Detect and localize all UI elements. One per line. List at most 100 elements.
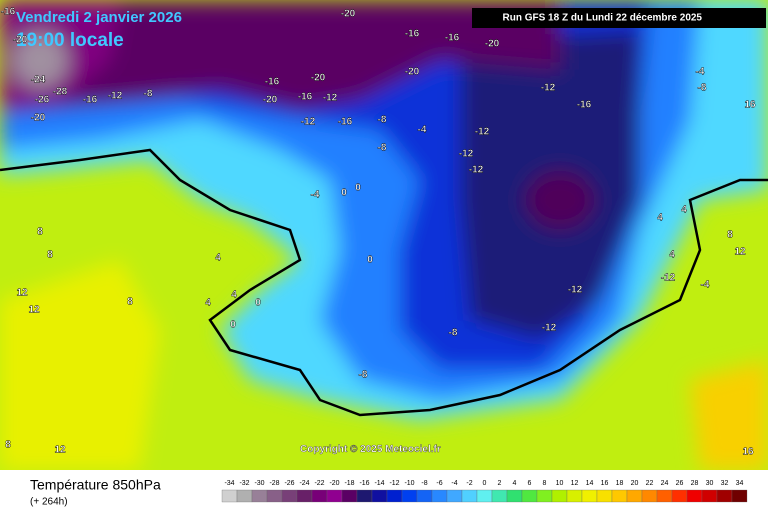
scale-label: 34 bbox=[736, 480, 744, 487]
scale-swatch bbox=[416, 489, 433, 503]
isotherm-label: -8 bbox=[378, 115, 387, 126]
isotherm-label: 12 bbox=[28, 305, 40, 316]
zero-isotherm bbox=[0, 148, 768, 417]
scale-swatch bbox=[386, 489, 403, 503]
isotherm-label: -8 bbox=[449, 328, 458, 339]
isotherm-label: -12 bbox=[568, 285, 583, 296]
scale-label: -18 bbox=[344, 480, 354, 487]
copyright: Copyright © 2025 Meteociel.fr bbox=[300, 444, 441, 455]
scale-swatch bbox=[506, 489, 523, 503]
scale-label: -14 bbox=[374, 480, 384, 487]
scale-swatch bbox=[716, 489, 733, 503]
scale-label: 30 bbox=[706, 480, 714, 487]
scale-swatch bbox=[596, 489, 613, 503]
isotherm-label: -20 bbox=[263, 95, 278, 106]
isotherm-label: -16 bbox=[338, 117, 353, 128]
isotherm-label: -8 bbox=[359, 370, 368, 381]
color-scale: -34 -32 -30 -28 -26 -24 -22 -20 -18 -16 -14 -12 -10-… bbox=[221, 480, 748, 503]
scale-swatch bbox=[431, 489, 448, 503]
isotherm-label: -4 bbox=[701, 280, 710, 291]
scale-label: -8 bbox=[421, 480, 427, 487]
isotherm-label: 8 bbox=[127, 297, 133, 308]
scale-label: 20 bbox=[631, 480, 639, 487]
isotherm-label: 12 bbox=[734, 247, 746, 258]
scale-label: -28 bbox=[269, 480, 279, 487]
isotherm-label: 0 bbox=[341, 188, 347, 199]
isotherm-label: 12 bbox=[54, 445, 66, 456]
isotherm-label: -16 bbox=[577, 100, 592, 111]
isotherm-label: 0 bbox=[355, 183, 361, 194]
scale-label: -24 bbox=[299, 480, 309, 487]
isotherm-label: -4 bbox=[418, 125, 427, 136]
isotherm-label: -24 bbox=[31, 75, 46, 86]
scale-label: 4 bbox=[513, 480, 517, 487]
scale-label: -26 bbox=[284, 480, 294, 487]
scale-label: 22 bbox=[646, 480, 654, 487]
scale-swatch bbox=[296, 489, 313, 503]
isotherm-label: 4 bbox=[657, 213, 663, 224]
isotherm-label: 0 bbox=[255, 298, 261, 309]
isotherm-label: -12 bbox=[475, 127, 490, 138]
lead-time: (+ 264h) bbox=[30, 497, 68, 508]
isotherm-label: -12 bbox=[469, 165, 484, 176]
isotherm-label: 8 bbox=[727, 230, 733, 241]
scale-label: -16 bbox=[359, 480, 369, 487]
isotherm-label: -12 bbox=[108, 91, 123, 102]
scale-swatch bbox=[521, 489, 538, 503]
map-field bbox=[0, 0, 768, 470]
isotherm-label: -20 bbox=[341, 9, 356, 20]
isotherm-label: 8 bbox=[5, 440, 11, 451]
scale-label: -32 bbox=[239, 480, 249, 487]
scale-swatch bbox=[461, 489, 478, 503]
isotherm-label: -12 bbox=[301, 117, 316, 128]
isotherm-label: 16 bbox=[744, 100, 756, 111]
scale-label: -22 bbox=[314, 480, 324, 487]
scale-label: 0 bbox=[483, 480, 487, 487]
scale-label: -6 bbox=[436, 480, 442, 487]
scale-swatch bbox=[236, 489, 253, 503]
scale-label: 26 bbox=[676, 480, 684, 487]
scale-label: 16 bbox=[601, 480, 609, 487]
scale-label: 14 bbox=[586, 480, 594, 487]
isotherm-label: -20 bbox=[405, 67, 420, 78]
scale-label: 6 bbox=[528, 480, 532, 487]
scale-swatch bbox=[641, 489, 658, 503]
isotherm-label: 4 bbox=[205, 298, 211, 309]
isotherm-label: -4 bbox=[696, 67, 705, 78]
isotherm-label: 4 bbox=[215, 253, 221, 264]
isotherm-label: -16 bbox=[445, 33, 460, 44]
scale-swatch bbox=[251, 489, 268, 503]
scale-label: -30 bbox=[254, 480, 264, 487]
isotherm-label: -12 bbox=[661, 273, 676, 284]
isotherm-label: -12 bbox=[323, 93, 338, 104]
scale-swatch bbox=[626, 489, 643, 503]
scale-swatch bbox=[551, 489, 568, 503]
scale-label: 24 bbox=[661, 480, 669, 487]
isotherm-label: 0 bbox=[230, 320, 236, 331]
scale-label: 18 bbox=[616, 480, 624, 487]
scale-swatch bbox=[731, 489, 748, 503]
scale-label: 2 bbox=[498, 480, 502, 487]
run-info: Run GFS 18 Z du Lundi 22 décembre 2025 bbox=[503, 13, 703, 24]
isotherm-label: -12 bbox=[542, 323, 557, 334]
scale-swatch bbox=[221, 489, 238, 503]
isotherm-label: -12 bbox=[459, 149, 474, 160]
isotherm-label: 4 bbox=[681, 205, 687, 216]
scale-label: 8 bbox=[543, 480, 547, 487]
run-box bbox=[472, 8, 766, 28]
isotherm-label: -28 bbox=[53, 87, 68, 98]
isotherm-label: -20 bbox=[311, 73, 326, 84]
scale-swatch bbox=[611, 489, 628, 503]
isotherm-labels: -16 -20 -24 -26-28 -16 -12 -8 -20 -16 -20 -16 -20 -2… bbox=[1, 6, 757, 457]
scale-swatch bbox=[491, 489, 508, 503]
isotherm-label: 12 bbox=[16, 288, 28, 299]
scale-swatch bbox=[446, 489, 463, 503]
scale-label: -34 bbox=[224, 480, 234, 487]
isotherm-label: 8 bbox=[37, 227, 43, 238]
scale-swatch bbox=[581, 489, 598, 503]
isotherm-label: 0 bbox=[367, 255, 373, 266]
isotherm-label: -16 bbox=[298, 92, 313, 103]
scale-swatch bbox=[671, 489, 688, 503]
date-title: Vendredi 2 janvier 2026 bbox=[16, 9, 182, 26]
